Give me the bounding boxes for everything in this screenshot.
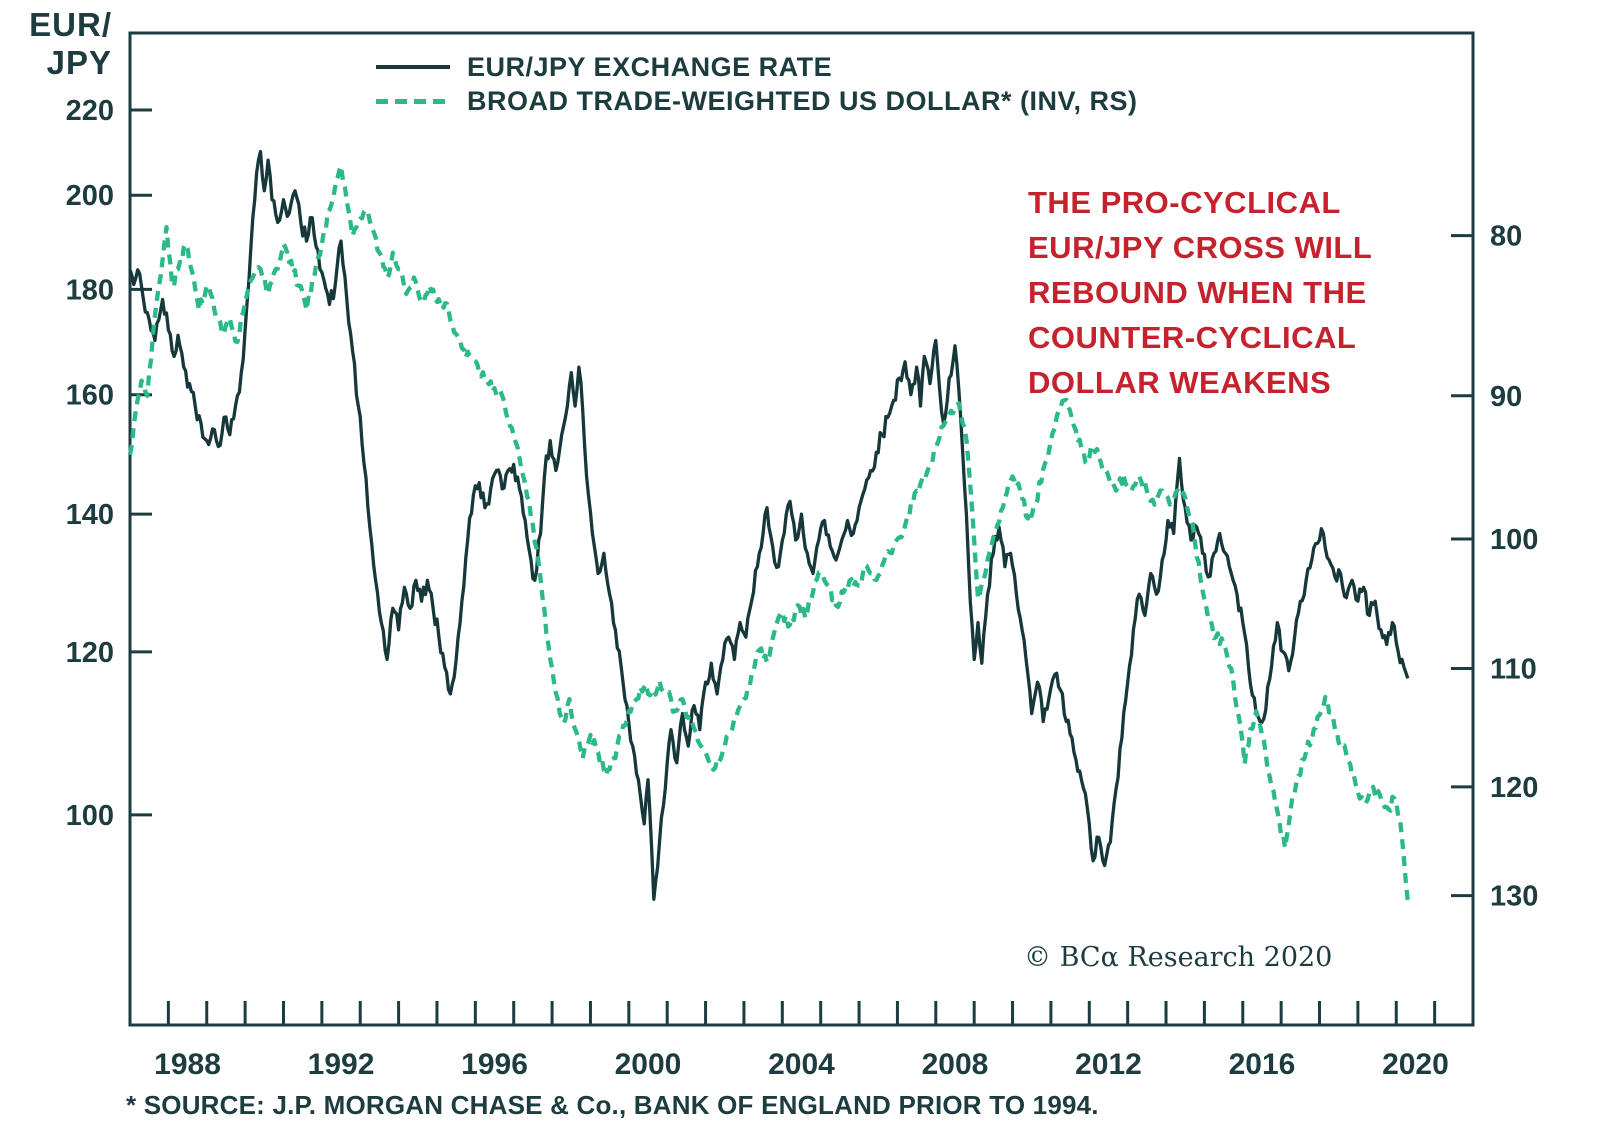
x-axis-tick-label: 1988 [154,1048,221,1081]
x-axis-tick-label: 1992 [308,1048,375,1081]
legend-item-eurjpy: EUR/JPY EXCHANGE RATE [376,50,1138,84]
series-line-usd [127,163,1410,902]
left-axis-tick-label: 200 [66,180,114,212]
annotation-line: COUNTER-CYCLICAL [1028,320,1357,355]
annotation-line: EUR/JPY CROSS WILL [1028,230,1373,265]
legend-label-eurjpy: EUR/JPY EXCHANGE RATE [467,51,833,82]
right-axis-tick-label: 130 [1490,881,1538,913]
x-axis-tick-label: 2016 [1229,1048,1296,1081]
right-axis-tick-label: 90 [1490,381,1522,413]
annotation-line: REBOUND WHEN THE [1028,275,1367,310]
x-axis-tick-label: 1996 [461,1048,528,1081]
right-axis-tick-label: 110 [1490,654,1537,686]
right-axis-tick-label: 120 [1490,772,1538,804]
solid-line-swatch-icon [376,65,450,69]
annotation-callout: THE PRO-CYCLICAL EUR/JPY CROSS WILL REBO… [1028,180,1448,405]
x-axis-tick-label: 2008 [922,1048,989,1081]
left-axis-tick-label: 100 [66,800,114,832]
source-footnote: * SOURCE: J.P. MORGAN CHASE & Co., BANK … [126,1090,1099,1120]
left-axis-title-line2: JPY [46,44,112,81]
annotation-line: DOLLAR WEAKENS [1028,365,1332,400]
left-axis-title: EUR/ JPY [18,6,112,82]
x-axis-tick-label: 2020 [1382,1048,1449,1081]
annotation-line: THE PRO-CYCLICAL [1028,185,1341,220]
right-axis-tick-label: 80 [1490,221,1522,253]
copyright-notice: © BCα Research 2020 [1024,942,1333,973]
left-axis-tick-label: 180 [66,274,114,306]
x-axis-tick-label: 2012 [1075,1048,1142,1081]
legend-item-usd: BROAD TRADE-WEIGHTED US DOLLAR* (INV, RS… [376,84,1138,118]
x-axis-tick-label: 2004 [768,1048,835,1081]
dashed-line-swatch-icon [376,98,450,104]
left-axis-tick-label: 160 [66,380,114,412]
plot-border [128,31,1475,1027]
x-axis-tick-label: 2000 [615,1048,682,1081]
left-axis-tick-label: 120 [66,637,114,669]
left-axis-tick-label: 220 [66,95,114,127]
left-axis-tick-label: 140 [66,499,114,531]
legend-label-usd: BROAD TRADE-WEIGHTED US DOLLAR* (INV, RS… [467,85,1138,116]
legend: EUR/JPY EXCHANGE RATE BROAD TRADE-WEIGHT… [376,50,1138,118]
left-axis-title-line1: EUR/ [29,6,112,43]
right-axis-tick-label: 100 [1490,524,1538,556]
